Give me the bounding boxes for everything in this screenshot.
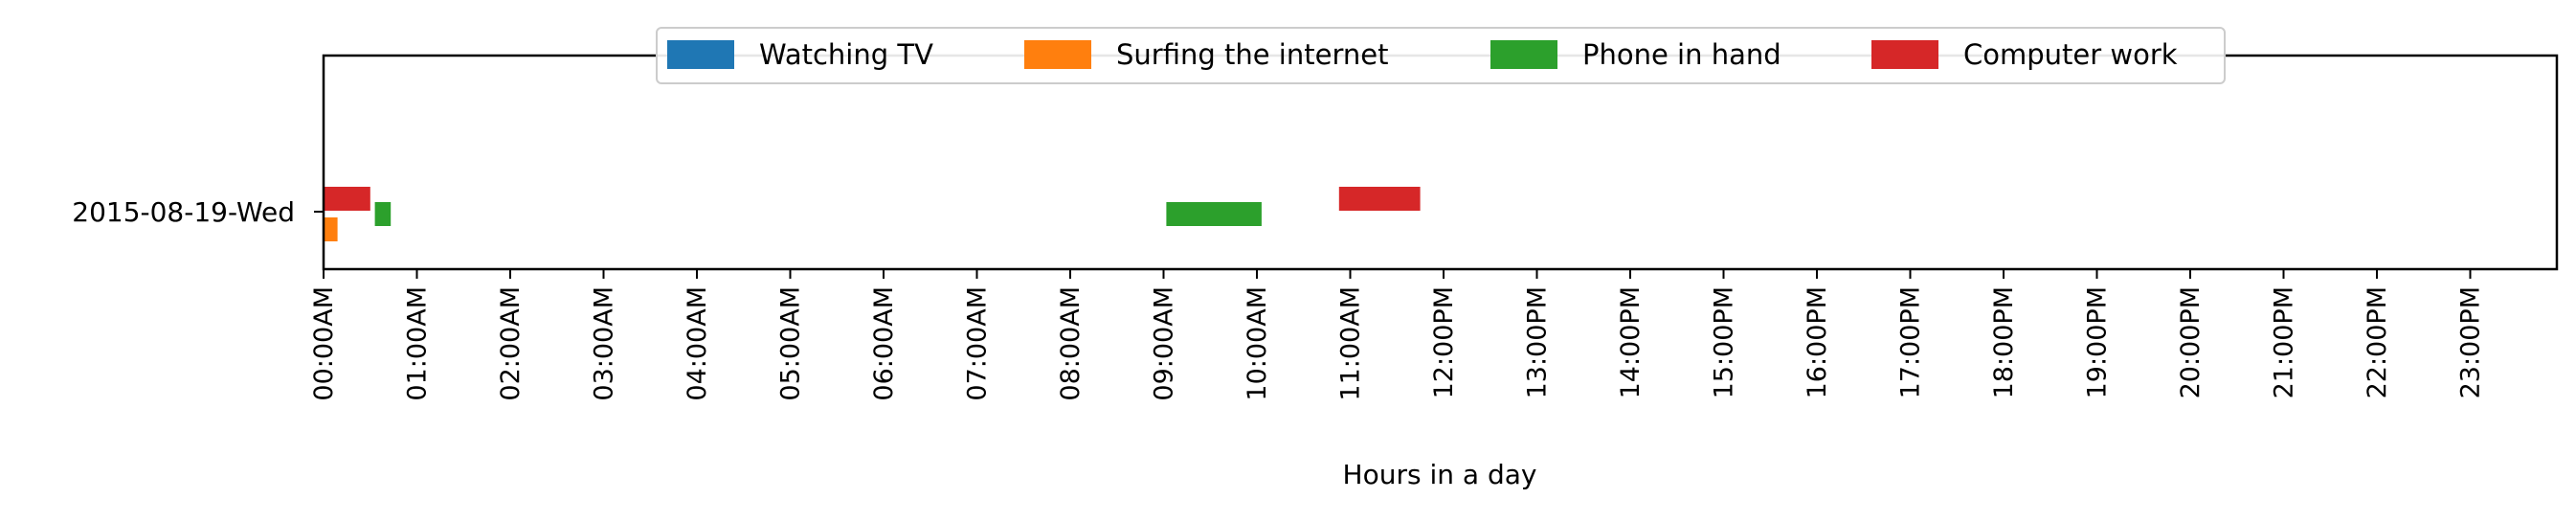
- x-tick-label: 03:00AM: [590, 286, 619, 401]
- legend-label-watching-tv: Watching TV: [759, 38, 933, 71]
- x-tick-label: 16:00PM: [1803, 286, 1832, 398]
- x-tick-label: 17:00PM: [1896, 286, 1926, 398]
- x-tick-label: 01:00AM: [403, 286, 433, 401]
- bars-layer: [324, 187, 1421, 241]
- x-tick-label: 21:00PM: [2270, 286, 2299, 398]
- x-tick-label: 09:00AM: [1150, 286, 1179, 401]
- legend-swatch-phone-in-hand: [1490, 40, 1557, 69]
- x-tick-label: 02:00AM: [496, 286, 526, 401]
- y-tick-label: 2015-08-19-Wed: [72, 196, 295, 228]
- bar-computer-work-1: [1338, 187, 1421, 211]
- legend-label-computer-work: Computer work: [1963, 38, 2178, 71]
- y-axis: 2015-08-19-Wed: [72, 196, 324, 228]
- plot-frame: [322, 54, 2559, 271]
- legend: Watching TV Surfing the internet Phone in …: [656, 27, 2226, 84]
- bar-phone-in-hand-1: [1166, 202, 1262, 226]
- x-tick-label: 04:00AM: [683, 286, 712, 401]
- x-tick-label: 00:00AM: [309, 286, 339, 401]
- x-axis-label: Hours in a day: [1343, 459, 1537, 490]
- legend-swatch-surfing-the-internet: [1024, 40, 1091, 69]
- x-tick-label: 05:00AM: [776, 286, 806, 401]
- legend-swatch-watching-tv: [667, 40, 734, 69]
- bar-phone-in-hand-0: [374, 202, 392, 226]
- x-tick-label: 07:00AM: [963, 286, 993, 401]
- x-tick-label: 13:00PM: [1523, 286, 1553, 398]
- x-tick-label: 18:00PM: [1989, 286, 2019, 398]
- x-tick-label: 23:00PM: [2456, 286, 2486, 398]
- x-tick-label: 11:00AM: [1336, 286, 1366, 401]
- x-axis: 00:00AM 01:00AM 02:00AM 03:00AM 04:00AM 05:00…: [309, 269, 2486, 401]
- x-tick-label: 12:00PM: [1429, 286, 1459, 398]
- x-tick-label: 08:00AM: [1056, 286, 1086, 401]
- x-tick-label: 15:00PM: [1710, 286, 1739, 398]
- legend-swatch-computer-work: [1871, 40, 1938, 69]
- legend-label-surfing-the-internet: Surfing the internet: [1116, 38, 1388, 71]
- x-tick-label: 06:00AM: [869, 286, 899, 401]
- bar-surfing-the-internet-0: [324, 217, 338, 241]
- legend-label-phone-in-hand: Phone in hand: [1582, 38, 1781, 71]
- x-tick-label: 14:00PM: [1616, 286, 1646, 398]
- x-tick-label: 19:00PM: [2083, 286, 2113, 398]
- bar-computer-work-0: [324, 187, 370, 211]
- x-tick-label: 22:00PM: [2363, 286, 2392, 398]
- x-tick-label: 20:00PM: [2176, 286, 2206, 398]
- x-tick-label: 10:00AM: [1243, 286, 1272, 401]
